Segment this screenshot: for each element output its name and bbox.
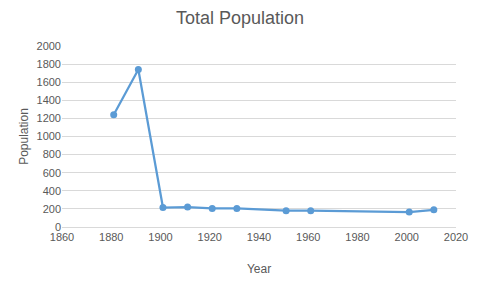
svg-text:200: 200 [43, 203, 61, 215]
svg-text:1980: 1980 [345, 231, 369, 243]
svg-text:2020: 2020 [444, 231, 468, 243]
svg-text:1400: 1400 [37, 94, 61, 106]
svg-text:1940: 1940 [247, 231, 271, 243]
svg-text:800: 800 [43, 148, 61, 160]
svg-text:0: 0 [55, 221, 61, 233]
svg-text:2000: 2000 [395, 231, 419, 243]
svg-text:600: 600 [43, 167, 61, 179]
svg-text:Population: Population [17, 108, 31, 165]
svg-text:1200: 1200 [37, 112, 61, 124]
svg-text:1880: 1880 [99, 231, 123, 243]
svg-text:1800: 1800 [37, 58, 61, 70]
svg-text:Total Population: Total Population [176, 8, 304, 28]
svg-text:1900: 1900 [148, 231, 172, 243]
svg-text:400: 400 [43, 185, 61, 197]
svg-text:1920: 1920 [198, 231, 222, 243]
svg-text:1960: 1960 [296, 231, 320, 243]
svg-text:1860: 1860 [50, 231, 74, 243]
svg-text:Year: Year [247, 262, 271, 276]
svg-text:1000: 1000 [37, 130, 61, 142]
svg-text:2000: 2000 [37, 40, 61, 52]
svg-text:1600: 1600 [37, 76, 61, 88]
